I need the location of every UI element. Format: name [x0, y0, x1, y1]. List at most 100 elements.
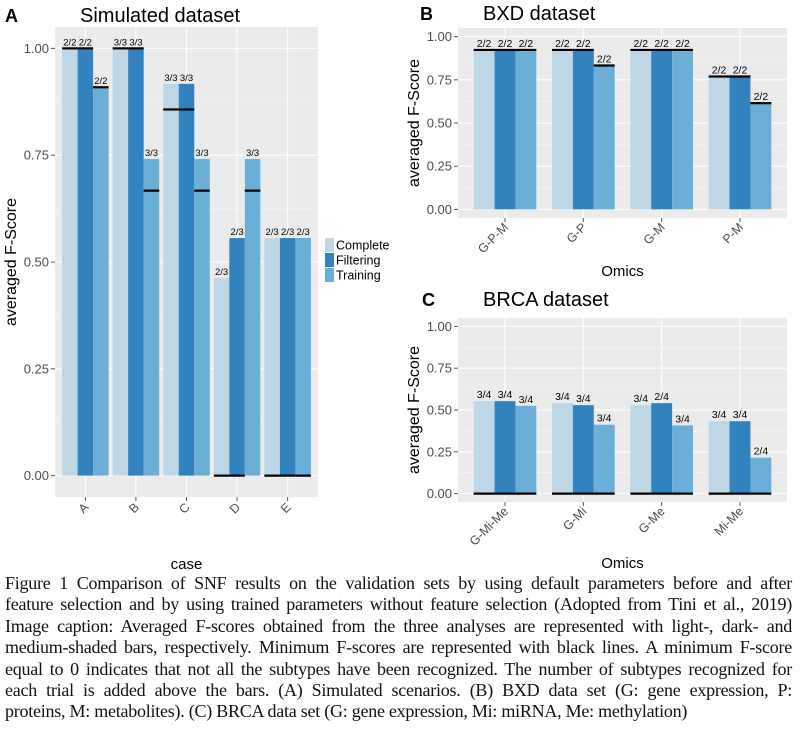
- bar-filtering: [572, 405, 594, 494]
- y-tick-label: 0.25: [427, 444, 452, 459]
- x-tick-label: C: [176, 500, 192, 516]
- count-label: 3/4: [576, 393, 591, 405]
- bar-complete: [213, 277, 230, 476]
- x-tick-label: A: [76, 500, 92, 516]
- legend-label: Complete: [336, 239, 390, 253]
- count-label: 2/2: [754, 91, 769, 103]
- count-label: 2/2: [654, 38, 669, 50]
- count-label: 2/2: [576, 38, 591, 50]
- x-tick-label: G-M: [641, 220, 668, 247]
- y-tick-label: 0.75: [24, 148, 49, 163]
- y-tick-label: 0.25: [427, 159, 452, 174]
- panel-a: A Simulated dataset 0.00 0.25 0.50 0.75 1.00 2/…: [3, 5, 390, 572]
- x-tick-label: G-P-M: [475, 220, 511, 256]
- count-label: 3/3: [195, 148, 208, 159]
- bar-filtering: [572, 49, 594, 210]
- count-label: 3/4: [597, 413, 612, 425]
- bar-training: [750, 103, 772, 210]
- bar-training: [93, 87, 109, 476]
- count-label: 3/4: [519, 394, 534, 406]
- count-label: 3/3: [114, 37, 127, 48]
- count-label: 3/4: [633, 393, 648, 405]
- bar-complete: [264, 238, 280, 476]
- x-tick-label: G-Mi: [560, 504, 589, 533]
- count-label: 3/4: [712, 409, 727, 421]
- bar-training: [593, 65, 615, 210]
- bar-complete: [552, 403, 573, 494]
- bar-complete: [552, 49, 573, 210]
- caption-line: Image caption: Averaged F-scores obtaine…: [5, 615, 792, 636]
- bar-complete: [708, 421, 730, 494]
- count-label: 2/2: [597, 53, 612, 65]
- x-tick-label: E: [278, 500, 294, 516]
- bar-filtering: [279, 238, 296, 476]
- bar-training: [194, 159, 210, 476]
- x-tick-label: B: [126, 500, 142, 516]
- count-label: 2/2: [519, 38, 534, 50]
- bar-training: [515, 49, 537, 210]
- figure-caption: Figure 1 Comparison of SNF results on th…: [5, 573, 792, 723]
- count-label: 2/2: [79, 37, 92, 48]
- bar-complete: [630, 405, 652, 494]
- bar-training: [515, 405, 537, 494]
- bar-complete: [163, 83, 179, 476]
- y-tick-label: 0.00: [427, 202, 452, 217]
- bar-filtering: [178, 83, 195, 476]
- count-label: 2/2: [498, 38, 513, 50]
- panel-b: B BXD dataset 0.00 0.25 0.50 0.75 1.00 2/2 2/2 2/…: [406, 3, 787, 280]
- count-label: 3/4: [477, 389, 492, 401]
- bar-training: [750, 457, 772, 494]
- y-axis-title: averaged F-Score: [406, 346, 423, 474]
- bar-complete: [473, 401, 495, 494]
- count-label: 3/4: [675, 413, 690, 425]
- y-tick-label: 0.75: [427, 72, 452, 87]
- y-tick-label: 0.50: [24, 255, 49, 270]
- bar-filtering: [229, 238, 245, 476]
- bar-filtering: [77, 48, 94, 476]
- bar-filtering: [494, 49, 516, 210]
- panel-title: BRCA dataset: [483, 289, 609, 311]
- caption-line: equal to 0 indicates that not all the su…: [5, 658, 792, 679]
- x-tick-label: Mi-Me: [712, 504, 746, 538]
- caption-line: each trial is added above the bars. (A) …: [5, 680, 792, 701]
- legend-swatch-complete: [325, 238, 334, 252]
- bar-training: [672, 425, 693, 494]
- count-label: 2/3: [266, 227, 279, 238]
- bar-complete: [62, 48, 78, 476]
- bar-filtering: [651, 49, 673, 210]
- caption-line: medium-shaded bars, respectively. Minimu…: [5, 637, 792, 658]
- count-label: 2/2: [555, 38, 570, 50]
- count-label: 3/4: [733, 409, 748, 421]
- count-label: 2/2: [63, 37, 76, 48]
- caption-line: feature selection and by using trained p…: [5, 594, 792, 615]
- count-label: 3/3: [145, 148, 158, 159]
- bar-training: [295, 238, 311, 476]
- bar-filtering: [729, 421, 751, 494]
- panel-letter: B: [420, 4, 433, 24]
- x-tick-label: P-M: [720, 220, 746, 246]
- legend-swatch-training: [325, 268, 334, 282]
- count-label: 2/2: [94, 76, 107, 87]
- bar-training: [672, 49, 693, 210]
- count-label: 2/4: [754, 446, 769, 458]
- panel-c: C BRCA dataset 0.00 0.25 0.50 0.75 1.00 3/4 3/4 3…: [406, 289, 787, 572]
- legend-label: Training: [336, 269, 381, 283]
- y-tick-label: 1.00: [427, 319, 452, 334]
- panel-letter: C: [422, 290, 435, 310]
- bar-filtering: [651, 403, 673, 494]
- figure: A Simulated dataset 0.00 0.25 0.50 0.75 1.00 2/…: [3, 3, 787, 572]
- y-tick-label: 0.50: [427, 403, 452, 418]
- bar-complete: [112, 48, 129, 476]
- x-tick-label: D: [227, 500, 243, 516]
- bar-filtering: [128, 48, 144, 476]
- bar-training: [244, 159, 261, 476]
- count-label: 2/2: [477, 38, 492, 50]
- count-label: 3/4: [498, 389, 513, 401]
- x-axis-title: case: [171, 556, 203, 572]
- count-label: 2/2: [633, 38, 648, 50]
- panel-letter: A: [5, 6, 18, 26]
- bar-training: [593, 424, 615, 494]
- y-tick-label: 0.75: [427, 361, 452, 376]
- count-label: 2/3: [230, 227, 243, 238]
